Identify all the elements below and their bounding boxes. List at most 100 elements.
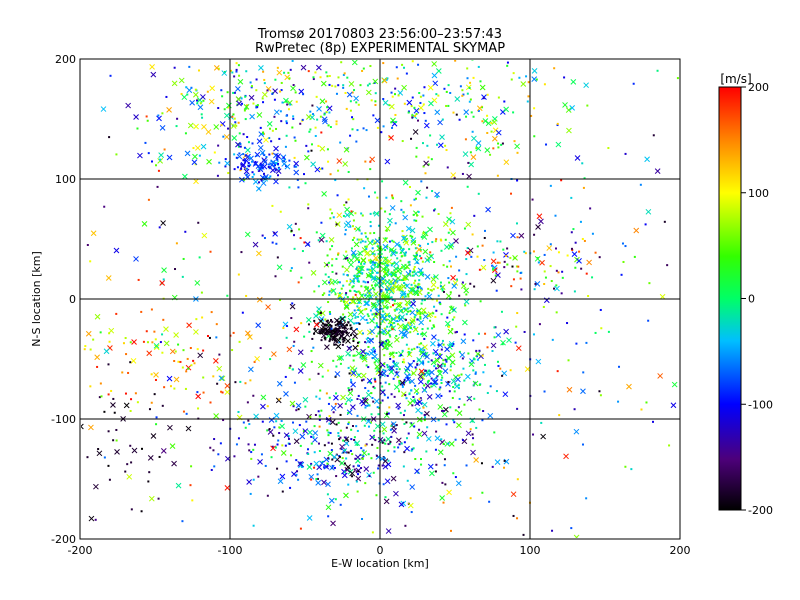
data-point-x [431, 379, 438, 386]
data-point-dot [374, 263, 377, 266]
data-point-x [310, 269, 317, 276]
data-point-dot [416, 309, 419, 312]
data-point-dot [429, 251, 432, 254]
data-point-dot [370, 392, 373, 395]
data-point-dot [349, 225, 352, 228]
data-point-dot [351, 128, 354, 131]
data-point-dot [244, 107, 247, 110]
data-point-dot [457, 387, 460, 390]
data-point-dot [345, 107, 348, 110]
data-point-x [412, 129, 419, 135]
data-point-dot [345, 250, 348, 253]
data-point-dot [412, 213, 415, 216]
data-point-x [391, 282, 397, 289]
data-point-x [357, 250, 363, 257]
data-point-dot [524, 252, 527, 255]
data-point-dot [318, 330, 321, 333]
data-point-dot [399, 245, 402, 248]
data-point-dot [255, 106, 258, 109]
data-point-dot [239, 145, 242, 148]
data-point-dot [391, 262, 394, 265]
data-point-dot [413, 282, 416, 285]
data-point-dot [416, 363, 419, 366]
data-point-dot [372, 114, 375, 117]
data-point-dot [343, 339, 346, 342]
data-point-x [468, 161, 475, 168]
data-point-dot [289, 454, 292, 457]
data-point-dot [288, 186, 291, 189]
data-point-dot [624, 245, 627, 248]
data-point-dot [449, 265, 452, 268]
data-point-x [481, 94, 487, 100]
data-point-x [373, 210, 380, 217]
data-point-dot [447, 104, 450, 107]
data-point-dot [327, 324, 330, 327]
data-point-dot [442, 359, 445, 362]
data-point-dot [246, 401, 249, 404]
data-point-x [270, 445, 276, 452]
data-point-x [185, 364, 192, 371]
data-point-x [131, 339, 137, 345]
data-point-dot [358, 341, 361, 344]
data-point-dot [341, 457, 344, 460]
data-point-dot [380, 331, 383, 334]
data-point-dot [113, 411, 116, 414]
data-point-dot [377, 332, 380, 335]
data-point-x [389, 351, 395, 358]
data-point-dot [556, 370, 559, 373]
data-point-dot [417, 358, 420, 361]
data-point-dot [401, 336, 404, 339]
data-point-x [246, 479, 252, 485]
data-point-dot [342, 313, 345, 316]
data-point-x [390, 475, 397, 482]
data-point-dot [403, 102, 406, 105]
data-point-dot [481, 491, 484, 494]
x-axis-label: E-W location [km] [331, 557, 429, 570]
data-point-dot [355, 101, 358, 104]
data-point-dot [372, 318, 375, 321]
data-point-x [279, 423, 285, 430]
data-point-dot [351, 286, 354, 289]
data-point-dot [330, 334, 333, 337]
data-point-dot [506, 263, 509, 266]
data-point-x [343, 304, 350, 311]
data-point-x [163, 326, 169, 333]
data-point-dot [476, 255, 479, 258]
colorbar-tick-label: -200 [748, 504, 773, 517]
data-point-dot [257, 187, 260, 190]
data-point-x [193, 123, 199, 130]
data-point-dot [343, 337, 346, 340]
data-point-dot [413, 270, 416, 273]
data-point-x [432, 80, 439, 87]
data-point-dot [387, 443, 390, 446]
data-point-x [307, 429, 313, 436]
data-point-x [328, 237, 335, 243]
data-point-dot [419, 315, 422, 318]
data-point-x [393, 384, 400, 390]
data-point-dot [358, 275, 361, 278]
data-point-x [306, 464, 313, 470]
data-point-dot [368, 292, 371, 295]
data-point-dot [395, 120, 398, 123]
data-point-x [344, 266, 350, 273]
data-point-x [156, 115, 162, 122]
data-point-dot [490, 121, 493, 124]
data-point-dot [325, 111, 328, 114]
data-point-x [365, 272, 372, 279]
data-point-dot [415, 255, 418, 258]
data-point-x [382, 463, 389, 470]
data-point-dot [477, 65, 480, 68]
data-point-dot [155, 416, 158, 419]
data-point-dot [346, 296, 349, 299]
data-point-x [235, 141, 241, 148]
data-point-dot [326, 106, 329, 109]
data-point-dot [422, 165, 425, 168]
data-point-dot [381, 262, 384, 265]
data-point-dot [270, 140, 273, 143]
data-point-dot [433, 378, 436, 381]
data-point-dot [449, 212, 452, 215]
data-point-dot [326, 75, 329, 78]
data-point-dot [368, 268, 371, 271]
data-point-dot [395, 371, 398, 374]
data-point-dot [237, 145, 240, 148]
